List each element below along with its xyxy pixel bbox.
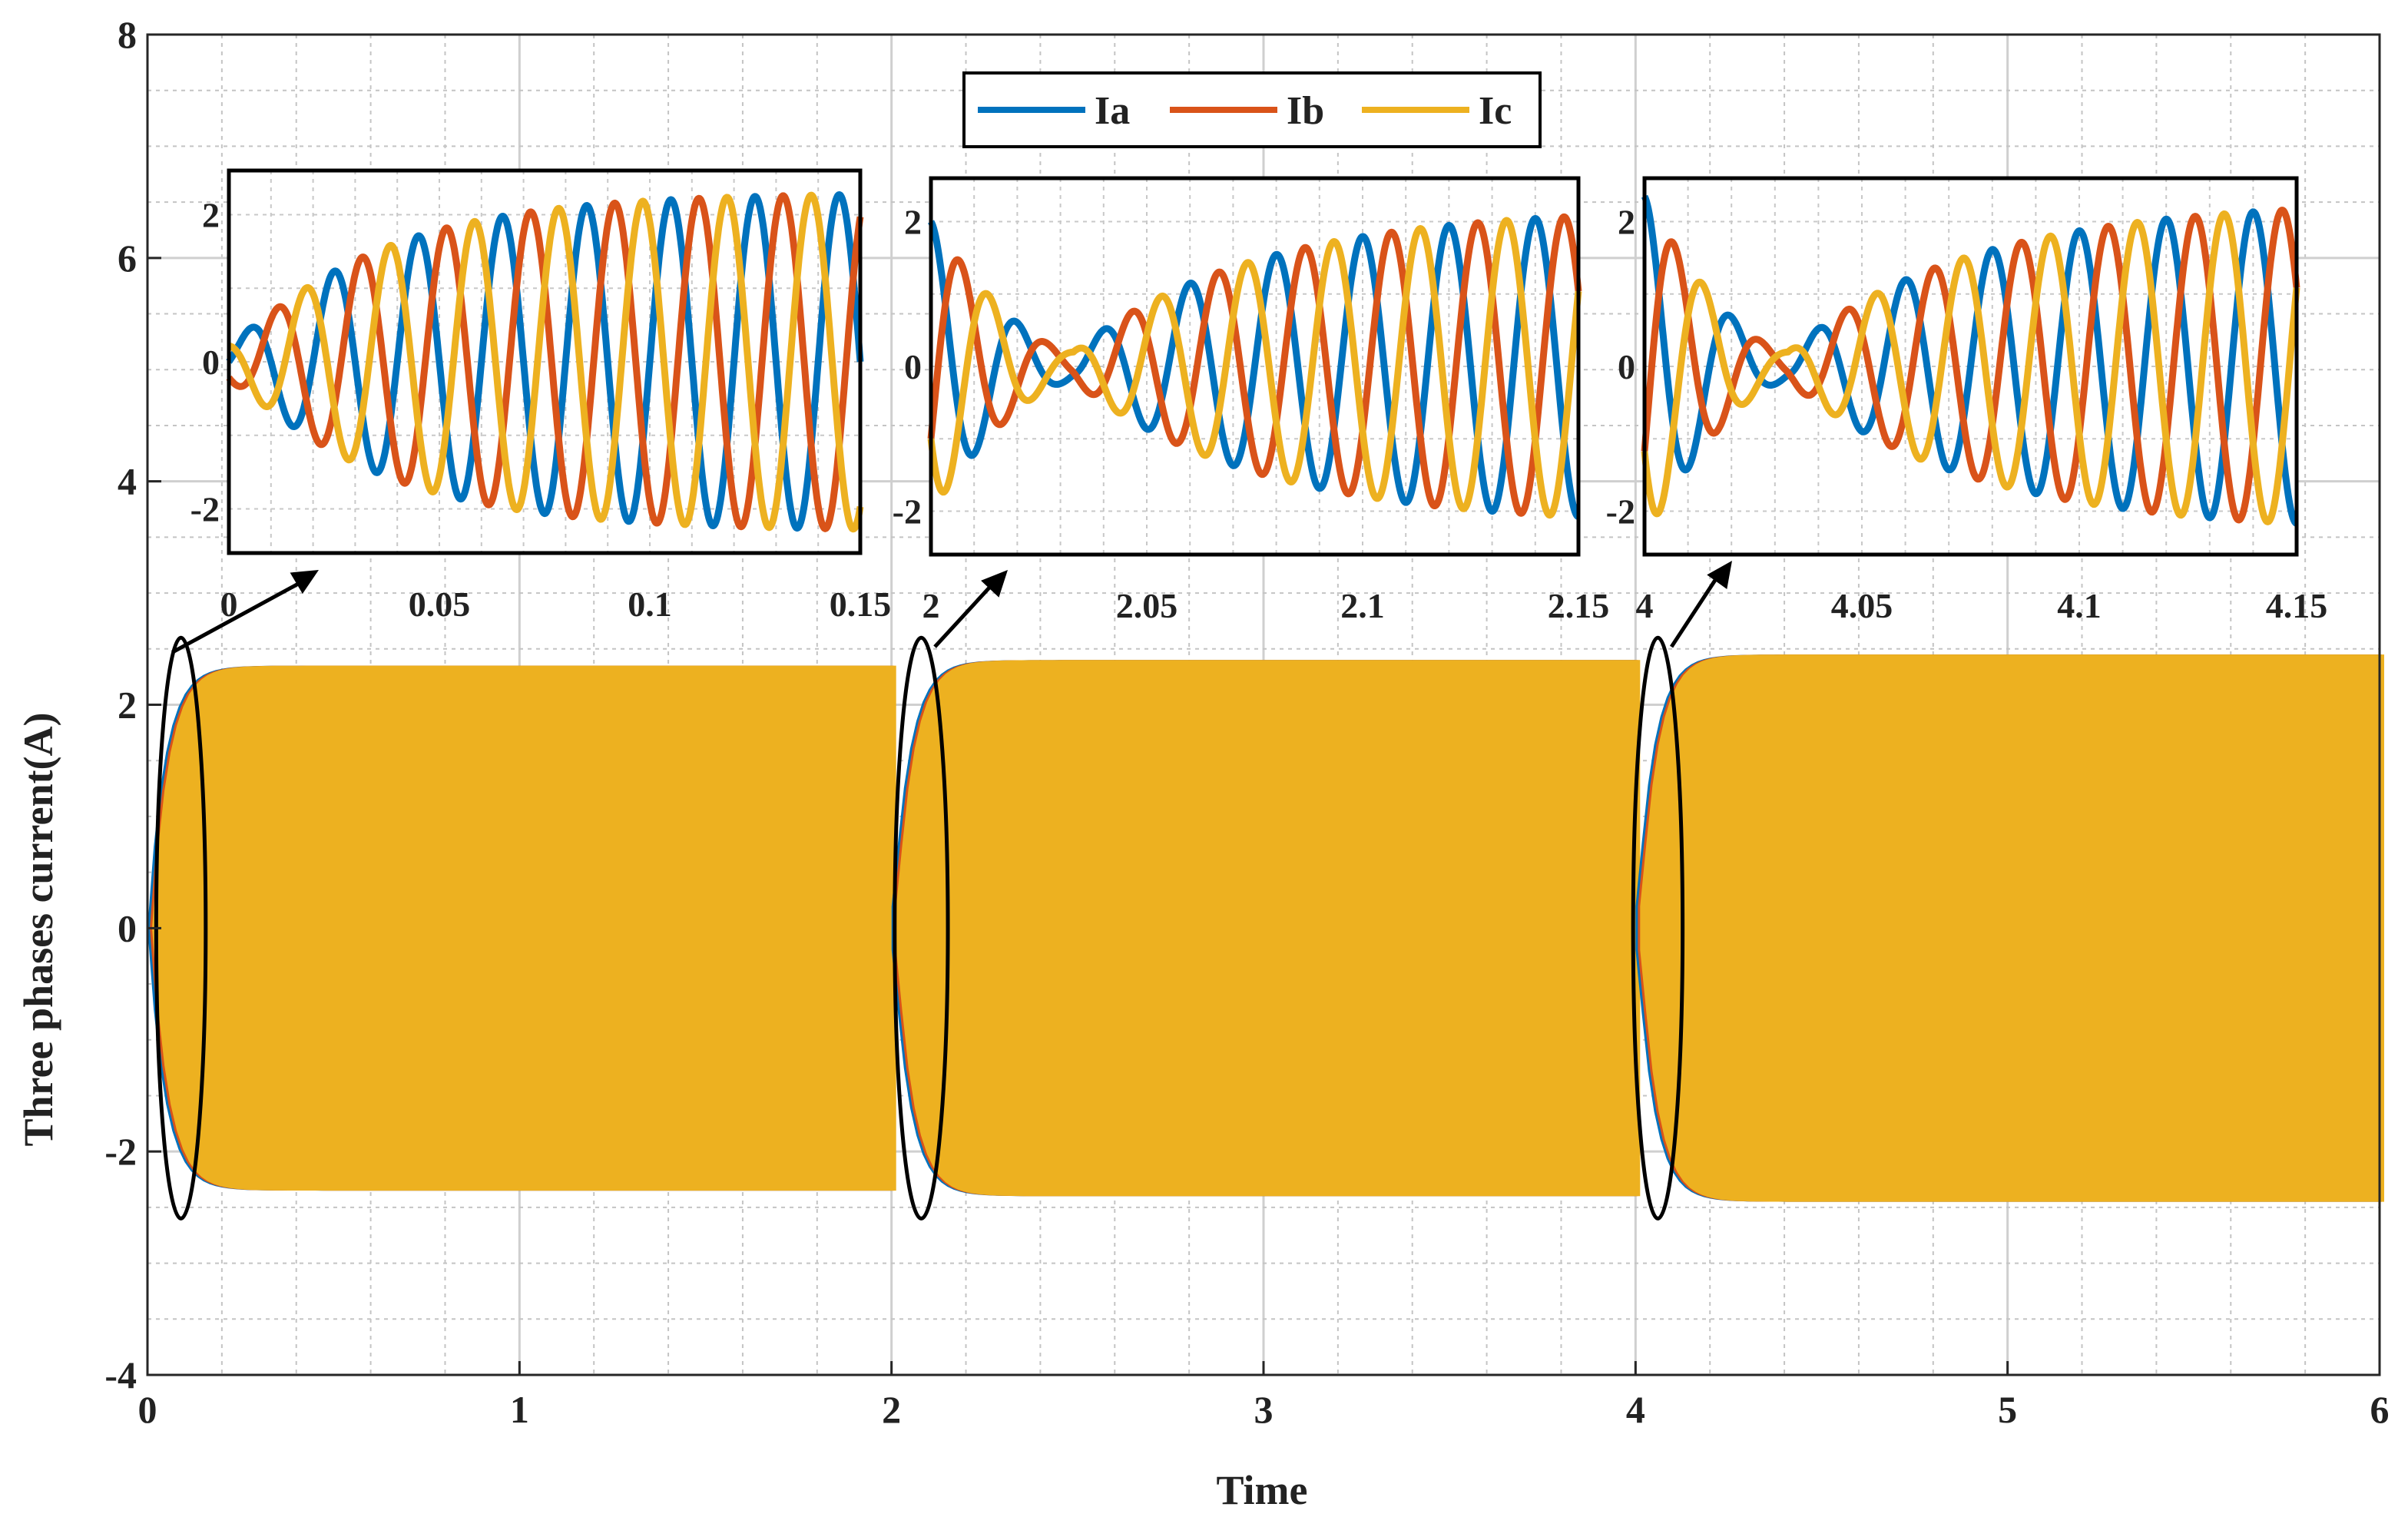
zoom-arrow-head [290,570,319,595]
zoom-arrow [1669,567,1725,648]
inset-x-tick-label: 2.05 [1116,586,1178,625]
x-tick-label: 2 [882,1388,901,1431]
inset-y-tick-label: 0 [202,343,220,382]
inset-series-ic [226,191,864,533]
main-tick-labels: 0 1 2 3 4 5 6 -4 -2 0 2 4 6 8 [104,13,2389,1431]
inset-series-ib [1641,207,2300,524]
inset-series-ib [927,213,1582,517]
zoom-arrow [933,576,1000,648]
legend-label-ib: Ib [1287,89,1324,133]
transient-ellipse [1631,635,1685,1221]
inset-x-tick-label: 0.15 [830,585,892,624]
y-tick-label: -4 [104,1353,137,1396]
inset-y-tick-label: -2 [893,492,922,531]
inset-series-ia [1641,194,2300,527]
zoom-arrow [171,575,311,654]
inset-x-tick-label: 0.05 [409,585,471,624]
y-tick-label: 4 [118,460,137,503]
x-tick-label: 0 [138,1388,157,1431]
x-tick-label: 6 [2370,1388,2390,1431]
main-signals [147,654,2384,1202]
legend-label-ia: Ia [1095,89,1130,133]
inset-1: 0 0.05 0.1 0.15 -2 0 2 [190,168,892,624]
legend-label-ic: Ic [1479,89,1512,133]
inset-y-tick-label: 2 [202,195,220,234]
zoom-arrow-head [981,570,1008,598]
inset-x-tick-label: 4.15 [2266,586,2328,625]
inset-x-tick-label: 2.1 [1340,586,1385,625]
y-tick-label: 6 [118,237,137,280]
inset-x-tick-label: 4.05 [1831,586,1893,625]
inset-series-ia [928,215,1582,520]
y-tick-label: 8 [118,13,137,56]
y-tick-label: -2 [104,1130,137,1173]
series-band-ic [152,665,896,1191]
inset-y-tick-label: 2 [1618,203,1635,242]
inset-x-tick-label: 2.15 [1548,586,1610,625]
inset-x-tick-label: 0 [220,585,238,624]
inset-x-tick-label: 4.1 [2057,586,2102,625]
x-tick-label: 5 [1998,1388,2017,1431]
inset-x-tick-label: 4 [1636,586,1654,625]
y-tick-label: 2 [118,684,137,727]
y-tick-label: 0 [118,906,137,949]
inset-y-tick-label: 0 [904,347,922,386]
y-axis-title: Three phases current(A) [15,713,61,1147]
x-tick-label: 3 [1254,1388,1274,1431]
inset-axes-box [227,168,863,555]
series-band-ic [896,660,1641,1197]
inset-y-tick-label: -2 [190,490,220,529]
transient-ellipse [893,635,950,1221]
inset-series-ia [226,191,864,532]
x-tick-label: 1 [510,1388,529,1431]
inset-x-tick-label: 2 [922,586,940,625]
series-band-ic [1640,654,2384,1202]
inset-2: 2 2.05 2.1 2.15 -2 0 2 [893,176,1610,625]
inset-x-tick-label: 0.1 [628,585,672,624]
inset-series-ic [1641,210,2300,525]
zoom-arrow-head [1707,561,1732,589]
x-tick-label: 4 [1626,1388,1645,1431]
inset-axes-box [1642,176,2299,557]
inset-series-ic [927,217,1582,519]
x-axis-title: Time [1217,1467,1308,1513]
inset-y-tick-label: 0 [1618,347,1635,386]
inset-3: 4 4.05 4.1 4.15 -2 0 2 [1606,176,2328,625]
inset-axes-box [929,176,1581,557]
legend: Ia Ib Ic [962,71,1542,148]
inset-y-tick-label: 2 [904,203,922,242]
inset-y-tick-label: -2 [1606,492,1635,531]
